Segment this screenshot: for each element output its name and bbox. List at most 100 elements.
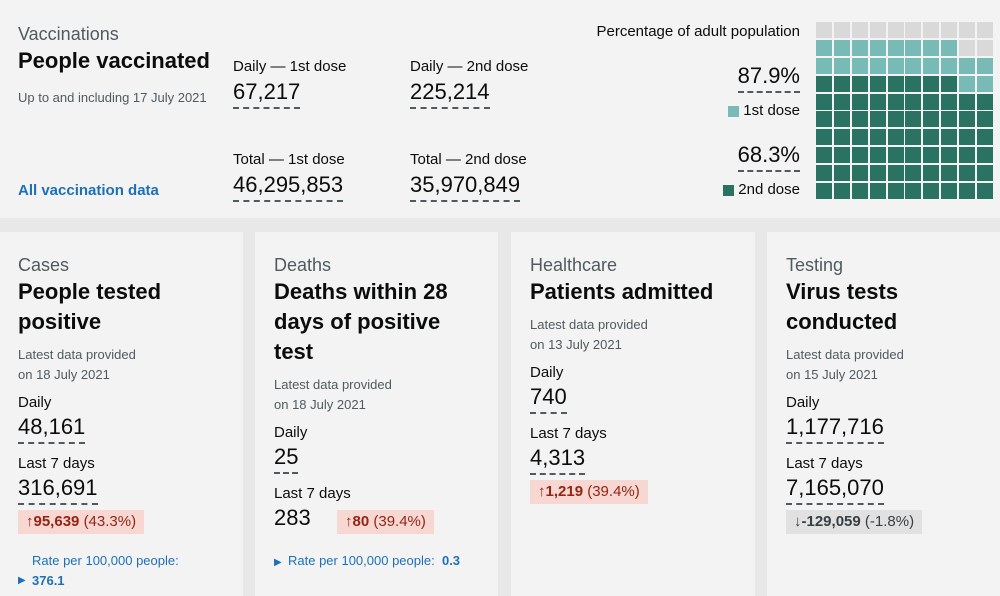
change-badge: ↑1,219 (39.4%) (530, 480, 648, 504)
waffle-cell-first-dose (887, 39, 904, 56)
waffle-cell-second-dose (833, 165, 850, 182)
waffle-cell-second-dose (923, 183, 940, 200)
change-percentage: (-1.8%) (864, 513, 915, 530)
daily-value[interactable]: 1,177,716 (786, 413, 884, 444)
vaccinations-category: Vaccinations (18, 24, 119, 44)
total-second-dose-value[interactable]: 35,970,849 (410, 171, 521, 202)
waffle-cell-second-dose (869, 93, 886, 110)
waffle-cell-second-dose (851, 93, 868, 110)
waffle-cell-empty (816, 22, 832, 38)
daily-label: Daily (786, 394, 820, 411)
waffle-cell-empty (959, 22, 976, 38)
card-latest-date: on 15 July 2021 (786, 367, 878, 382)
daily-second-dose-value[interactable]: 225,214 (410, 78, 490, 109)
card-category: Healthcare (530, 255, 618, 275)
waffle-cell-first-dose (851, 39, 868, 56)
total-first-dose-value[interactable]: 46,295,853 (233, 171, 344, 202)
waffle-cell-second-dose (905, 129, 922, 146)
waffle-cell-second-dose (959, 129, 976, 146)
waffle-cell-second-dose (923, 165, 940, 182)
waffle-cell-first-dose (959, 57, 976, 74)
waffle-cell-second-dose (851, 129, 868, 146)
last-7-days-value[interactable]: 4,313 (530, 444, 586, 475)
change-value: 1,219 (545, 483, 584, 500)
daily-value[interactable]: 25 (274, 443, 299, 474)
daily-value[interactable]: 48,161 (18, 413, 86, 444)
waffle-cell-second-dose (833, 147, 850, 164)
waffle-cell-second-dose (887, 165, 904, 182)
waffle-cell-second-dose (959, 147, 976, 164)
waffle-cell-second-dose (816, 183, 832, 200)
change-value: 95,639 (33, 513, 80, 530)
waffle-cell-empty (923, 22, 940, 38)
card-latest-label: Latest data provided (18, 347, 136, 362)
waffle-cell-second-dose (816, 111, 832, 128)
last-7-days-value[interactable]: 283 (274, 505, 311, 530)
change-value: 80 (352, 513, 370, 530)
all-vaccination-data-link[interactable]: All vaccination data (18, 182, 159, 199)
waffle-cell-first-dose (941, 57, 958, 74)
rate-toggle[interactable]: ▶ Rate per 100,000 people: 0.3 (274, 551, 460, 573)
waffle-cell-second-dose (833, 93, 850, 110)
rate-value: 376.1 (32, 573, 65, 588)
card-latest-date: on 18 July 2021 (274, 397, 366, 412)
waffle-cell-second-dose (923, 111, 940, 128)
waffle-cell-second-dose (905, 75, 922, 92)
daily-value[interactable]: 740 (530, 383, 567, 414)
waffle-cell-empty (977, 39, 994, 56)
change-badge: ↓-129,059 (-1.8%) (786, 510, 923, 534)
healthcare-card: Healthcare Patients admitted Latest data… (511, 232, 755, 596)
waffle-cell-first-dose (833, 39, 850, 56)
waffle-cell-second-dose (816, 75, 832, 92)
rate-toggle[interactable]: ▶ Rate per 100,000 people: 376.1 (18, 551, 179, 591)
first-dose-percentage[interactable]: 87.9% (737, 62, 800, 93)
waffle-cell-second-dose (941, 111, 958, 128)
waffle-cell-second-dose (977, 183, 994, 200)
second-dose-legend: 2nd dose (723, 181, 800, 198)
card-latest-date: on 18 July 2021 (18, 367, 110, 382)
waffle-cell-first-dose (816, 39, 832, 56)
waffle-cell-second-dose (869, 147, 886, 164)
waffle-cell-second-dose (977, 93, 994, 110)
waffle-cell-second-dose (887, 111, 904, 128)
waffle-cell-second-dose (923, 147, 940, 164)
daily-first-dose-value[interactable]: 67,217 (233, 78, 301, 109)
last-7-days-value[interactable]: 316,691 (18, 474, 98, 505)
waffle-cell-first-dose (959, 75, 976, 92)
waffle-cell-second-dose (905, 183, 922, 200)
waffle-cell-second-dose (887, 183, 904, 200)
waffle-cell-second-dose (941, 147, 958, 164)
waffle-cell-second-dose (833, 111, 850, 128)
total-second-dose-label: Total — 2nd dose (410, 151, 527, 168)
card-latest-date: on 13 July 2021 (530, 337, 622, 352)
waffle-cell-first-dose (869, 39, 886, 56)
waffle-cell-second-dose (851, 75, 868, 92)
waffle-cell-first-dose (977, 75, 994, 92)
waffle-cell-second-dose (941, 165, 958, 182)
last-7-days-value[interactable]: 7,165,070 (786, 474, 884, 505)
waffle-cell-second-dose (959, 183, 976, 200)
card-latest-label: Latest data provided (786, 347, 904, 362)
waffle-cell-second-dose (887, 129, 904, 146)
second-dose-percentage[interactable]: 68.3% (737, 141, 800, 172)
testing-card: Testing Virus tests conducted Latest dat… (767, 232, 1000, 596)
arrow-up-icon: ↑ (538, 483, 546, 500)
first-dose-legend-label: 1st dose (743, 102, 800, 119)
waffle-cell-second-dose (851, 183, 868, 200)
card-title: People tested positive (18, 279, 162, 334)
last-7-days-label: Last 7 days (530, 425, 607, 442)
waffle-cell-second-dose (977, 129, 994, 146)
waffle-cell-second-dose (905, 111, 922, 128)
waffle-cell-second-dose (959, 93, 976, 110)
waffle-cell-second-dose (977, 165, 994, 182)
waffle-cell-second-dose (941, 93, 958, 110)
vaccinations-title: People vaccinated (18, 48, 210, 73)
waffle-cell-second-dose (905, 93, 922, 110)
arrow-up-icon: ↑ (345, 513, 353, 530)
waffle-cell-second-dose (869, 111, 886, 128)
waffle-cell-first-dose (941, 39, 958, 56)
first-dose-swatch (728, 105, 740, 117)
last-7-days-label: Last 7 days (274, 485, 351, 502)
daily-first-dose-label: Daily — 1st dose (233, 58, 347, 75)
waffle-cell-second-dose (887, 75, 904, 92)
